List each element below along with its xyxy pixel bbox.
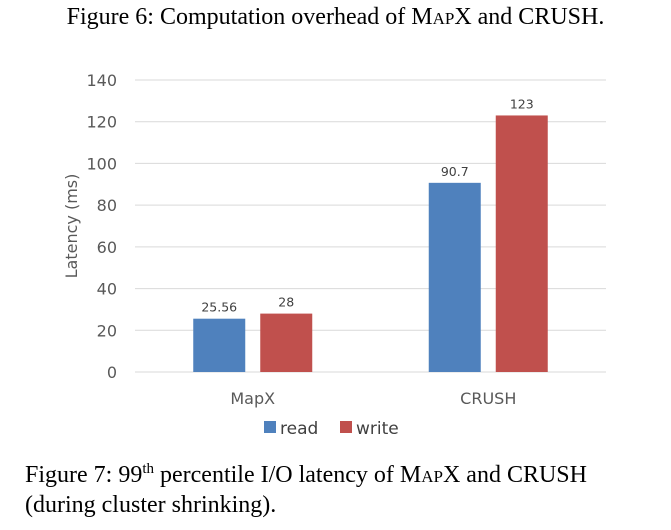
y-tick-label: 40 [97, 280, 117, 299]
legend: read write [264, 419, 399, 439]
caption-text: percentile I/O latency of [154, 462, 400, 488]
caption-text: and CRUSH. [471, 4, 605, 30]
legend-swatch-write [340, 421, 352, 433]
y-tick-label: 80 [97, 196, 117, 215]
x-axis-categories: MapX CRUSH [230, 389, 516, 408]
caption-system-name: MapX [399, 462, 461, 488]
bar-read [428, 182, 481, 372]
y-tick-label: 20 [97, 321, 117, 340]
legend-swatch-read [264, 421, 276, 433]
data-label: 123 [510, 96, 534, 111]
bar-write [260, 313, 313, 372]
x-category-label: MapX [230, 389, 275, 408]
y-tick-label: 100 [86, 154, 117, 173]
x-category-label: CRUSH [460, 389, 516, 408]
y-tick-label: 140 [86, 71, 117, 90]
y-tick-label: 60 [97, 238, 117, 257]
data-label: 25.56 [201, 300, 237, 315]
data-label: 28 [278, 295, 294, 310]
y-tick-label: 120 [86, 113, 117, 132]
bar-read [193, 318, 246, 372]
caption-text: Figure 7: 99 [25, 462, 143, 488]
caption-text: (during cluster shrinking). [25, 492, 277, 518]
caption-text: Figure 6: Computation overhead of [66, 4, 412, 30]
legend-label-write: write [356, 419, 399, 439]
caption-system-name: MapX [411, 4, 472, 30]
y-axis-label: Latency (ms) [62, 174, 81, 279]
y-axis-ticks: 0 20 40 60 80 100 120 140 [86, 71, 117, 382]
data-labels: 25.56 28 90.7 123 [201, 96, 533, 314]
figure-6-caption: Figure 6: Computation overhead of MapX a… [0, 2, 671, 32]
y-tick-label: 0 [107, 363, 117, 382]
bars [193, 115, 548, 372]
legend-label-read: read [280, 419, 318, 439]
bar-write [495, 115, 548, 372]
figure-7-caption: Figure 7: 99th percentile I/O latency of… [25, 460, 665, 520]
caption-text: and CRUSH [460, 462, 587, 488]
data-label: 90.7 [441, 164, 469, 179]
caption-superscript: th [142, 461, 154, 477]
